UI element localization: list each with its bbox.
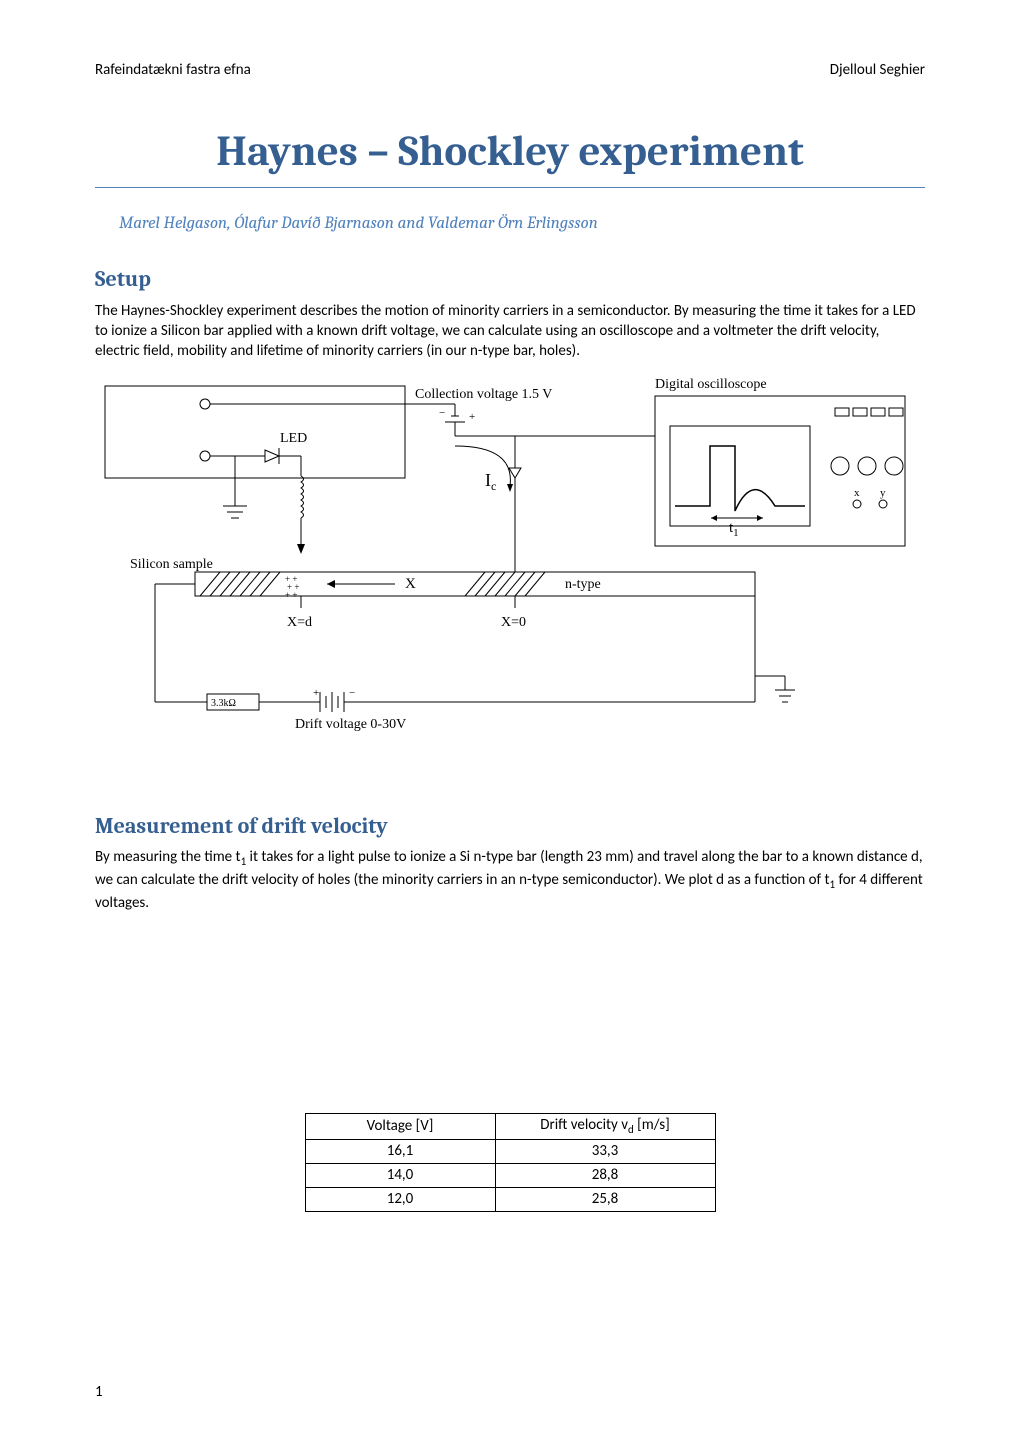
svg-text:−: − [349, 687, 355, 699]
section-measurement-paragraph: By measuring the time t1 it takes for a … [95, 847, 925, 913]
section-setup-heading: Setup [95, 264, 925, 295]
diagram-ic-label: Ic [485, 470, 496, 493]
diagram-ntype-label: n-type [565, 577, 601, 592]
diagram-x0-label: X=0 [501, 615, 526, 630]
diagram-y-port: y [880, 487, 886, 499]
section-setup-paragraph: The Haynes-Shockley experiment describes… [95, 301, 925, 362]
header-left: Rafeindatækni fastra efna [95, 60, 251, 81]
svg-text:+: + [313, 687, 319, 699]
table-header-drift-velocity: Drift velocity vd [m/s] [495, 1114, 715, 1139]
table-header-voltage: Voltage [V] [305, 1114, 495, 1139]
diagram-x-port: x [854, 487, 860, 499]
header-right: Djelloul Seghier [830, 60, 925, 81]
diagram-led-label: LED [280, 431, 307, 446]
running-header: Rafeindatækni fastra efna Djelloul Seghi… [95, 60, 925, 81]
section-measurement-heading: Measurement of drift velocity [95, 811, 925, 842]
table-header-row: Voltage [V] Drift velocity vd [m/s] [305, 1114, 715, 1139]
diagram-resistor-label: 3.3kΩ [211, 698, 236, 709]
table-row: 12,0 25,8 [305, 1187, 715, 1211]
page-title: Haynes – Shockley experiment [95, 121, 925, 188]
diagram-xd-label: X=d [287, 615, 312, 630]
table-row: 16,1 33,3 [305, 1139, 715, 1163]
diagram-collection-label: Collection voltage 1.5 V [415, 387, 552, 402]
diagram-oscilloscope-label: Digital oscilloscope [655, 377, 767, 392]
table-row: 14,0 28,8 [305, 1163, 715, 1187]
diagram-drift-label: Drift voltage 0-30V [295, 717, 406, 732]
svg-text:+ +: + + [285, 590, 297, 600]
diagram-silicon-label: Silicon sample [130, 557, 213, 572]
drift-velocity-table: Voltage [V] Drift velocity vd [m/s] 16,1… [305, 1113, 716, 1211]
svg-text:−: − [439, 407, 445, 419]
authors-line: Marel Helgason, Ólafur Davíð Bjarnason a… [119, 212, 925, 236]
diagram-t1-label: t1 [729, 520, 739, 539]
diagram-x-arrow-label: X [405, 576, 416, 592]
page-number: 1 [95, 1382, 103, 1403]
experiment-diagram: LED Collection voltage 1.5 V + − Ic Digi… [95, 376, 925, 763]
svg-text:+: + [469, 411, 475, 423]
